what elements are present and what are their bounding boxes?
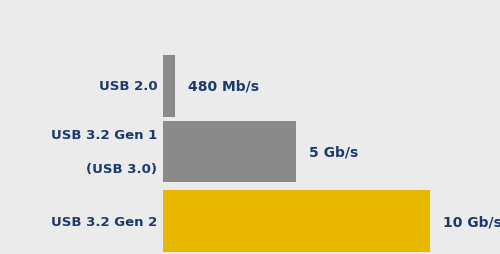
Text: USB 3.2 Gen 2: USB 3.2 Gen 2 [52,215,158,228]
Text: USB 2.0: USB 2.0 [99,80,158,93]
Text: (USB 3.0): (USB 3.0) [86,163,158,176]
Bar [162,56,175,117]
Text: USB 3.2 Gen 1: USB 3.2 Gen 1 [52,128,158,141]
Bar [162,121,296,183]
Text: 480 Mb/s: 480 Mb/s [188,80,259,93]
Bar [162,191,430,252]
Text: 10 Gb/s: 10 Gb/s [442,214,500,228]
Text: 5 Gb/s: 5 Gb/s [309,145,358,159]
